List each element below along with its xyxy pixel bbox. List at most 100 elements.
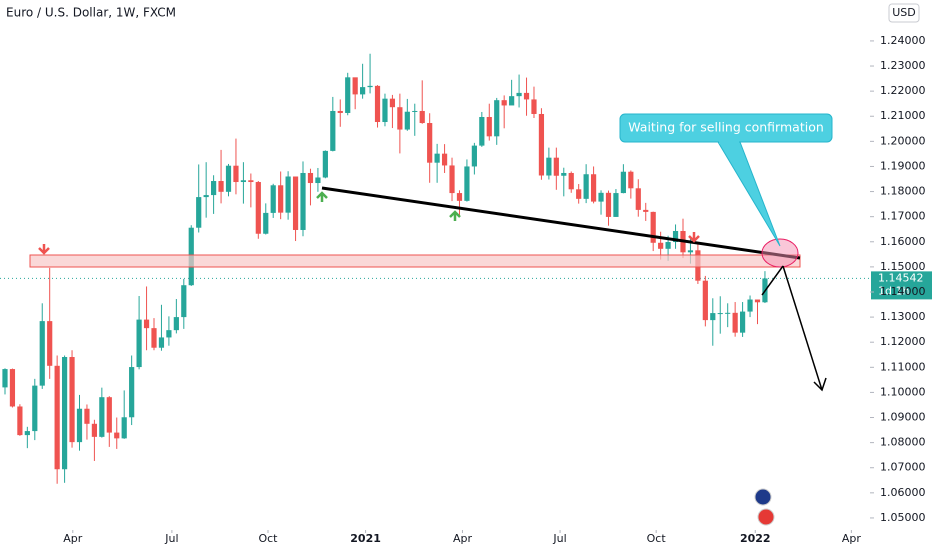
candle-body	[69, 357, 75, 443]
candle-body	[605, 192, 612, 217]
candle-body	[255, 182, 261, 234]
candle-body	[47, 321, 53, 366]
candle-body	[352, 77, 358, 95]
y-tick-label: 1.14000	[880, 285, 926, 298]
x-tick-label: Apr	[842, 532, 862, 545]
candle-body	[158, 337, 165, 348]
candle-body	[106, 397, 112, 433]
candle-body	[374, 85, 381, 123]
candle-body	[9, 369, 16, 407]
candle-body	[17, 406, 23, 436]
candle-body	[211, 181, 217, 196]
candle-body	[382, 98, 388, 123]
candle-body	[576, 189, 582, 199]
candle-body	[99, 397, 105, 437]
x-tick-label: Oct	[258, 532, 278, 545]
highlight-circle	[761, 238, 799, 268]
trend-line	[321, 186, 801, 260]
y-tick-label: 1.15000	[880, 260, 926, 273]
x-tick-label: 2022	[740, 532, 771, 545]
candle-body	[650, 211, 656, 243]
candle-body	[129, 367, 135, 418]
candle-body	[114, 432, 120, 439]
candle-body	[613, 193, 619, 217]
eu-event-icon[interactable]	[754, 488, 772, 506]
candle-body	[434, 153, 440, 163]
y-tick-label: 1.21000	[880, 109, 926, 122]
candle-body	[590, 174, 597, 202]
candle-body	[76, 408, 83, 443]
up-arrow	[449, 210, 461, 221]
candle-body	[330, 110, 336, 151]
candle-body	[449, 165, 455, 194]
candle-body	[643, 209, 649, 212]
candle-body	[658, 242, 664, 249]
candle-body	[583, 174, 589, 199]
candle-body	[24, 431, 30, 436]
resistance-zone	[29, 254, 801, 268]
chart-title: Euro / U.S. Dollar, 1W, FXCM	[6, 6, 176, 20]
candle-body	[143, 319, 150, 329]
candle-body	[561, 172, 567, 176]
candle-body	[32, 385, 38, 432]
candle-body	[389, 98, 396, 108]
candle-body	[121, 417, 127, 439]
currency[interactable]: USD	[892, 6, 916, 19]
candle-body	[494, 100, 500, 137]
y-tick-label: 1.12000	[880, 335, 926, 348]
candle-body	[479, 116, 485, 146]
y-tick-label: 1.23000	[880, 59, 926, 72]
candle-body	[322, 150, 328, 178]
candle-body	[248, 180, 254, 183]
candle-body	[538, 113, 545, 176]
candle-body	[233, 165, 239, 183]
candle-body	[39, 321, 45, 386]
candle-body	[337, 110, 343, 113]
countdown: 1d 1h	[878, 284, 909, 297]
y-tick-label: 1.24000	[880, 34, 926, 47]
forecast-arrow	[782, 265, 823, 391]
candle-body	[225, 165, 232, 192]
x-tick-label: 2021	[350, 532, 381, 545]
forecast-line	[761, 265, 784, 296]
candle-body	[516, 92, 522, 97]
candle-body	[568, 172, 574, 190]
candle-body	[620, 171, 626, 194]
y-tick-label: 1.22000	[880, 84, 926, 97]
candle-body	[635, 188, 641, 210]
candle-body	[501, 100, 507, 106]
candle-body	[345, 77, 351, 113]
candle-body	[598, 192, 604, 202]
candle-body	[240, 180, 247, 183]
y-tick-label: 1.06000	[880, 486, 926, 499]
candle-body	[523, 92, 530, 100]
candle-body	[732, 312, 738, 333]
y-tick-label: 1.18000	[880, 185, 926, 198]
up-arrow	[316, 191, 328, 202]
currency-box[interactable]	[888, 3, 920, 23]
callout-joint	[719, 140, 739, 144]
candle-body	[315, 177, 321, 184]
us-event-icon[interactable]	[757, 508, 775, 526]
candle-body	[54, 365, 60, 470]
y-tick-label: 1.07000	[880, 461, 926, 474]
candle-body	[173, 317, 179, 331]
candle-body	[412, 110, 418, 112]
candle-body	[278, 185, 284, 213]
candle-body	[427, 123, 433, 163]
candle-body	[754, 299, 761, 303]
candle-body	[441, 153, 448, 166]
y-tick-label: 1.08000	[880, 436, 926, 449]
candle-body	[61, 357, 68, 470]
y-tick-label: 1.13000	[880, 310, 926, 323]
callout-text: Waiting for selling confirmation	[628, 120, 824, 135]
candle-body	[665, 242, 671, 249]
forecast-arrow-head	[813, 377, 827, 392]
candle-body	[531, 99, 537, 114]
candle-body	[218, 181, 224, 192]
candle-body	[702, 280, 708, 321]
candle-body	[166, 330, 172, 338]
